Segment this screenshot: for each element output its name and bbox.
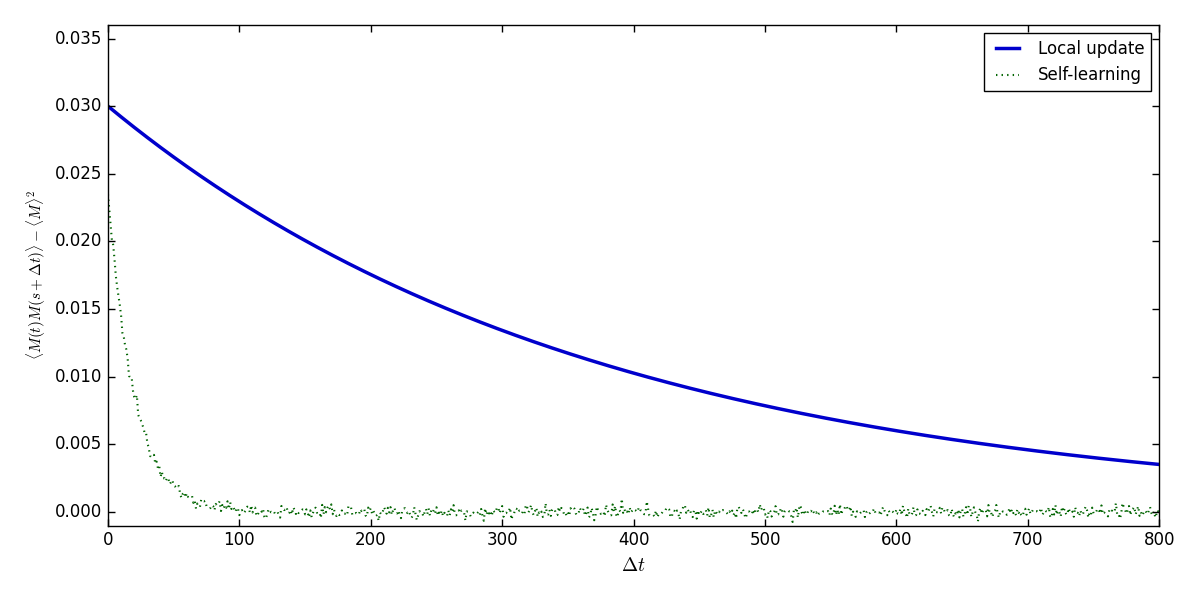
- Self-learning: [101, 190, 115, 197]
- X-axis label: $\Delta t$: $\Delta t$: [622, 556, 646, 575]
- Local update: [1152, 461, 1166, 468]
- Y-axis label: $\langle M(t)M(s+\Delta t)\rangle - \langle M\rangle^2$: $\langle M(t)M(s+\Delta t)\rangle - \lan…: [25, 190, 48, 360]
- Self-learning: [1152, 512, 1166, 520]
- Local update: [1141, 460, 1156, 467]
- Self-learning: [786, 518, 800, 526]
- Local update: [242, 205, 257, 212]
- Local update: [766, 404, 780, 411]
- Local update: [580, 355, 594, 362]
- Local update: [254, 212, 269, 219]
- Line: Self-learning: Self-learning: [108, 194, 1159, 522]
- Self-learning: [1142, 503, 1157, 511]
- Legend: Local update, Self-learning: Local update, Self-learning: [984, 34, 1151, 91]
- Self-learning: [254, 508, 269, 515]
- Self-learning: [242, 509, 257, 516]
- Self-learning: [766, 510, 780, 517]
- Self-learning: [378, 506, 392, 514]
- Line: Local update: Local update: [108, 106, 1159, 464]
- Local update: [101, 103, 115, 110]
- Self-learning: [580, 509, 594, 517]
- Local update: [378, 278, 392, 285]
